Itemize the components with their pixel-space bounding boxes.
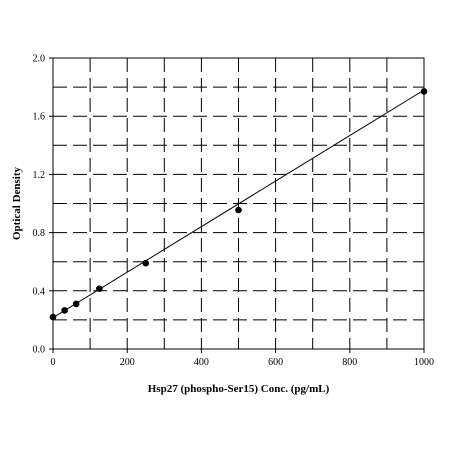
x-axis-ticks: 0 200 400 600 800 1000 xyxy=(51,349,434,368)
plot-frame xyxy=(52,57,425,350)
y-tick-label: 0.4 xyxy=(33,286,46,297)
x-axis-title: Hsp27 (phospho-Ser15) Conc. (pg/mL) xyxy=(148,383,330,395)
data-point xyxy=(420,88,428,95)
data-points xyxy=(49,88,428,321)
x-tick-label: 200 xyxy=(120,357,135,368)
data-point xyxy=(235,206,242,214)
data-point xyxy=(96,285,103,292)
y-tick-label: 1.2 xyxy=(33,170,46,181)
y-tick-label: 2.0 xyxy=(33,54,46,65)
y-tick-label: 1.6 xyxy=(33,112,46,123)
x-tick-label: 800 xyxy=(342,357,357,368)
y-tick-label: 0.0 xyxy=(33,345,46,356)
y-axis-title: Optical Density xyxy=(11,166,23,240)
x-tick-label: 400 xyxy=(194,357,209,368)
x-tick-label: 600 xyxy=(268,357,283,368)
data-point xyxy=(49,313,57,321)
data-point xyxy=(72,300,80,308)
data-point xyxy=(61,307,68,314)
x-tick-label: 0 xyxy=(51,357,56,368)
y-axis-ticks: 0.0 0.4 0.8 1.2 1.6 2.0 xyxy=(33,54,53,356)
fit-line xyxy=(52,89,425,319)
x-tick-label: 1000 xyxy=(414,357,434,368)
y-tick-label: 0.8 xyxy=(33,228,46,239)
data-point xyxy=(142,259,150,267)
